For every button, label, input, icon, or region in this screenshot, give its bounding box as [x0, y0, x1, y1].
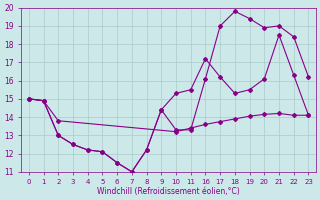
- X-axis label: Windchill (Refroidissement éolien,°C): Windchill (Refroidissement éolien,°C): [97, 187, 240, 196]
